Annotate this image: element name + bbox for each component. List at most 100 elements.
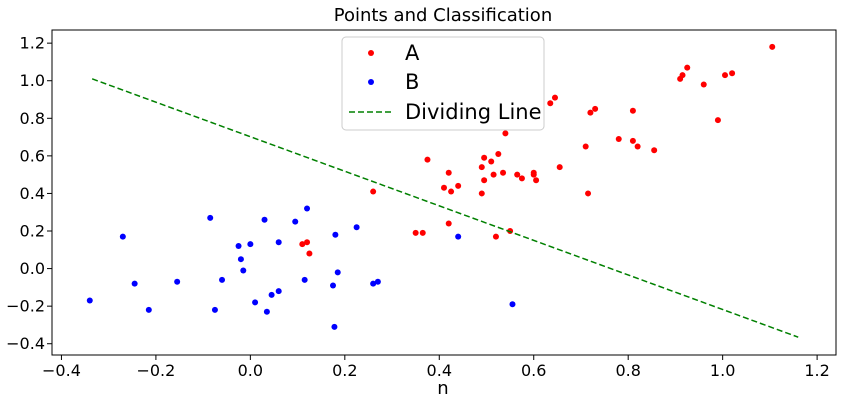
x-tick-label: 1.2 — [804, 361, 829, 380]
data-point-b — [301, 276, 308, 283]
series-layer — [86, 43, 799, 338]
data-point-a — [445, 169, 452, 176]
y-axis: −0.4 −0.2 0.0 0.2 0.4 0.6 0.8 1.0 1.2 — [6, 34, 52, 353]
data-point-b — [211, 306, 218, 313]
data-point-a — [722, 72, 729, 79]
data-point-b — [235, 243, 242, 250]
data-point-a — [629, 107, 636, 114]
data-point-a — [424, 156, 431, 163]
x-tick-label: 0.0 — [238, 361, 263, 380]
y-tick-label: −0.2 — [6, 297, 45, 316]
y-tick-label: 0.8 — [20, 109, 45, 128]
legend-marker-b — [368, 79, 374, 85]
data-point-a — [587, 109, 594, 116]
x-tick-label: −0.2 — [136, 361, 175, 380]
data-point-a — [533, 177, 540, 184]
data-point-a — [481, 154, 488, 161]
data-point-a — [551, 94, 558, 101]
data-point-b — [374, 278, 381, 285]
legend-marker-a — [368, 50, 374, 56]
data-point-a — [634, 143, 641, 150]
y-tick-label: 1.0 — [20, 71, 45, 90]
data-point-b — [86, 297, 93, 304]
data-point-a — [500, 169, 507, 176]
data-point-b — [332, 231, 339, 238]
data-point-a — [592, 105, 599, 112]
y-tick-label: 0.2 — [20, 222, 45, 241]
data-point-a — [530, 171, 537, 178]
data-point-b — [131, 280, 138, 287]
data-point-a — [615, 135, 622, 142]
data-point-b — [330, 282, 337, 289]
data-point-a — [419, 229, 426, 236]
data-point-a — [629, 137, 636, 144]
data-point-a — [518, 175, 525, 182]
data-point-b — [240, 267, 247, 274]
data-point-b — [145, 306, 152, 313]
data-point-a — [729, 70, 736, 77]
y-tick-label: 0.6 — [20, 146, 45, 165]
x-tick-label: −0.4 — [42, 361, 81, 380]
data-point-a — [441, 184, 447, 191]
legend-label-dividing-line: Dividing Line — [405, 100, 542, 124]
y-tick-label: 0.4 — [20, 184, 45, 203]
data-point-a — [547, 100, 554, 107]
data-point-a — [299, 241, 306, 248]
x-tick-label: 1.0 — [710, 361, 735, 380]
legend-label-b: B — [405, 70, 419, 94]
data-point-a — [651, 147, 658, 154]
data-point-b — [219, 276, 226, 283]
data-point-a — [488, 158, 495, 165]
legend-box — [341, 36, 545, 131]
data-point-b — [455, 233, 462, 240]
series-line-dividing-line — [91, 78, 799, 338]
x-axis-label: n — [437, 378, 448, 399]
data-point-b — [370, 280, 377, 287]
data-point-a — [700, 81, 707, 88]
chart-title: Points and Classification — [334, 5, 552, 26]
data-point-a — [490, 171, 497, 178]
data-point-a — [684, 64, 691, 71]
legend: A B Dividing Line — [341, 36, 545, 131]
data-point-b — [353, 224, 360, 231]
data-point-a — [448, 188, 455, 195]
data-point-b — [263, 308, 270, 315]
data-point-a — [679, 72, 686, 79]
x-tick-label: 0.6 — [521, 361, 546, 380]
data-point-b — [207, 214, 214, 221]
data-point-a — [769, 43, 776, 50]
data-point-a — [412, 229, 419, 236]
x-tick-label: 0.4 — [427, 361, 452, 380]
x-tick-label: 0.2 — [332, 361, 357, 380]
data-point-a — [492, 233, 499, 240]
data-point-a — [502, 130, 509, 137]
x-tick-label: 0.8 — [615, 361, 640, 380]
data-point-b — [174, 278, 181, 285]
data-point-b — [261, 216, 268, 223]
data-point-b — [334, 269, 341, 276]
data-point-a — [495, 150, 502, 157]
y-tick-label: 0.0 — [20, 259, 45, 278]
data-point-a — [304, 239, 311, 246]
y-tick-label: −0.4 — [6, 334, 45, 353]
y-tick-label: 1.2 — [20, 34, 45, 53]
legend-label-a: A — [405, 41, 420, 65]
data-point-a — [585, 190, 592, 197]
x-axis: −0.4 −0.2 0.0 0.2 0.4 0.6 0.8 1.0 1.2 — [42, 355, 830, 380]
data-point-b — [247, 241, 254, 248]
data-point-a — [478, 164, 485, 171]
data-point-a — [370, 188, 377, 195]
data-point-b — [292, 218, 299, 225]
data-point-a — [478, 190, 485, 197]
data-point-b — [304, 205, 311, 212]
data-point-a — [306, 250, 313, 257]
data-point-a — [445, 220, 452, 227]
data-point-a — [582, 143, 589, 150]
data-point-a — [481, 177, 488, 184]
data-point-b — [331, 323, 338, 330]
data-point-b — [237, 256, 244, 263]
data-point-b — [252, 299, 259, 306]
data-point-b — [119, 233, 126, 240]
data-point-b — [275, 288, 282, 295]
